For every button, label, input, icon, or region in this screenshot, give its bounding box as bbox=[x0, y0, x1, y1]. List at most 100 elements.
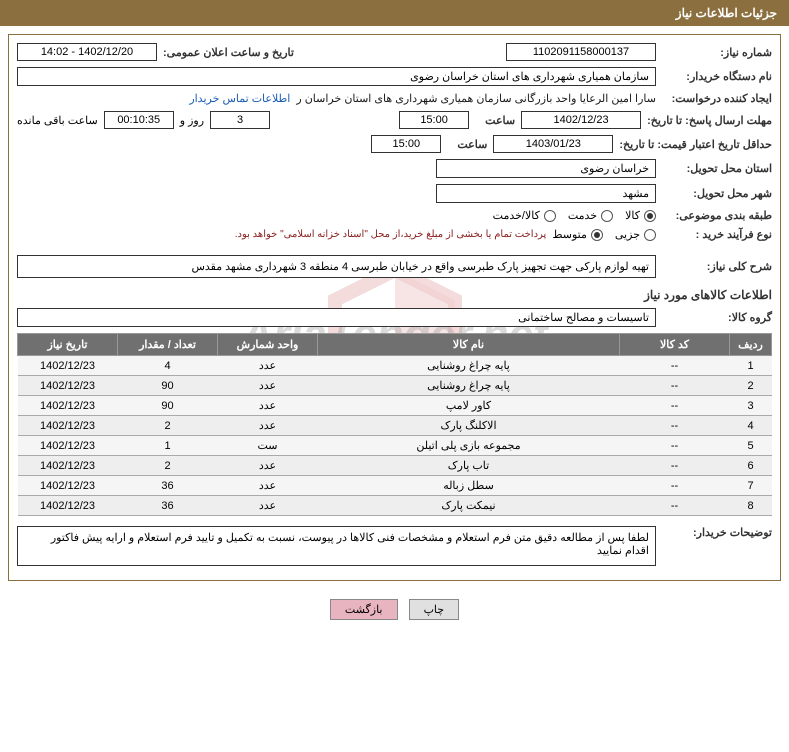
remaining-time: 00:10:35 bbox=[104, 111, 174, 129]
validity-date: 1403/01/23 bbox=[493, 135, 613, 153]
table-row: 5--مجموعه بازی پلی اتیلنست11402/12/23 bbox=[18, 436, 772, 456]
page-title: جزئیات اطلاعات نیاز bbox=[676, 6, 777, 20]
need-no-value: 1102091158000137 bbox=[506, 43, 656, 61]
table-row: 7--سطل زبالهعدد361402/12/23 bbox=[18, 476, 772, 496]
goods-info-title: اطلاعات کالاهای مورد نیاز bbox=[17, 288, 772, 302]
goods-group: تاسیسات و مصالح ساختمانی bbox=[17, 308, 656, 327]
cell-name: مجموعه بازی پلی اتیلن bbox=[318, 436, 620, 456]
table-row: 8--نیمکت پارکعدد361402/12/23 bbox=[18, 496, 772, 516]
cell-qty: 1 bbox=[118, 436, 218, 456]
radio-medium-circle bbox=[591, 229, 603, 241]
cell-unit: عدد bbox=[218, 416, 318, 436]
cell-date: 1402/12/23 bbox=[18, 416, 118, 436]
radio-minor-circle bbox=[644, 229, 656, 241]
validity-time: 15:00 bbox=[371, 135, 441, 153]
subject-class-label: طبقه بندی موضوعی: bbox=[662, 209, 772, 222]
requester-value: سارا امین الرعایا واحد بازرگانی سازمان ه… bbox=[296, 92, 656, 105]
cell-name: پایه چراغ روشنایی bbox=[318, 356, 620, 376]
announce-label: تاریخ و ساعت اعلان عمومی: bbox=[163, 46, 294, 59]
cell-date: 1402/12/23 bbox=[18, 436, 118, 456]
cell-qty: 4 bbox=[118, 356, 218, 376]
th-date: تاریخ نیاز bbox=[18, 334, 118, 356]
radio-goods-service-circle bbox=[544, 210, 556, 222]
cell-code: -- bbox=[620, 396, 730, 416]
requester-label: ایجاد کننده درخواست: bbox=[662, 92, 772, 105]
time-label-1: ساعت bbox=[475, 114, 515, 127]
cell-unit: عدد bbox=[218, 456, 318, 476]
cell-qty: 90 bbox=[118, 396, 218, 416]
validity-label: حداقل تاریخ اعتبار قیمت: تا تاریخ: bbox=[619, 138, 772, 151]
th-qty: تعداد / مقدار bbox=[118, 334, 218, 356]
cell-date: 1402/12/23 bbox=[18, 376, 118, 396]
radio-medium-label: متوسط bbox=[552, 228, 587, 241]
delivery-city: مشهد bbox=[436, 184, 656, 203]
contact-link[interactable]: اطلاعات تماس خریدار bbox=[189, 92, 290, 105]
radio-goods-circle bbox=[644, 210, 656, 222]
cell-row: 3 bbox=[730, 396, 772, 416]
cell-unit: ست bbox=[218, 436, 318, 456]
cell-row: 5 bbox=[730, 436, 772, 456]
cell-date: 1402/12/23 bbox=[18, 496, 118, 516]
th-code: کد کالا bbox=[620, 334, 730, 356]
delivery-province: خراسان رضوی bbox=[436, 159, 656, 178]
radio-goods[interactable]: کالا bbox=[625, 209, 656, 222]
buyer-notes: لطفا پس از مطالعه دقیق متن فرم استعلام و… bbox=[17, 526, 656, 566]
radio-service-circle bbox=[601, 210, 613, 222]
form-container: شماره نیاز: 1102091158000137 تاریخ و ساع… bbox=[8, 34, 781, 581]
cell-name: نیمکت پارک bbox=[318, 496, 620, 516]
deadline-time: 15:00 bbox=[399, 111, 469, 129]
table-row: 4--الاکلنگ پارکعدد21402/12/23 bbox=[18, 416, 772, 436]
delivery-province-label: استان محل تحویل: bbox=[662, 162, 772, 175]
back-button[interactable]: بازگشت bbox=[330, 599, 398, 620]
cell-date: 1402/12/23 bbox=[18, 476, 118, 496]
cell-code: -- bbox=[620, 476, 730, 496]
cell-qty: 90 bbox=[118, 376, 218, 396]
radio-goods-service-label: کالا/خدمت bbox=[493, 209, 540, 222]
cell-row: 7 bbox=[730, 476, 772, 496]
radio-goods-label: کالا bbox=[625, 209, 640, 222]
cell-qty: 36 bbox=[118, 496, 218, 516]
delivery-city-label: شهر محل تحویل: bbox=[662, 187, 772, 200]
purchase-type-label: نوع فرآیند خرید : bbox=[662, 228, 772, 241]
cell-row: 1 bbox=[730, 356, 772, 376]
need-no-label: شماره نیاز: bbox=[662, 46, 772, 59]
table-row: 6--تاب پارکعدد21402/12/23 bbox=[18, 456, 772, 476]
cell-name: پایه چراغ روشنایی bbox=[318, 376, 620, 396]
cell-row: 2 bbox=[730, 376, 772, 396]
cell-date: 1402/12/23 bbox=[18, 356, 118, 376]
buttons-row: چاپ بازگشت bbox=[0, 589, 789, 624]
cell-name: الاکلنگ پارک bbox=[318, 416, 620, 436]
table-row: 1--پایه چراغ روشناییعدد41402/12/23 bbox=[18, 356, 772, 376]
cell-name: سطل زباله bbox=[318, 476, 620, 496]
radio-service[interactable]: خدمت bbox=[568, 209, 613, 222]
print-button[interactable]: چاپ bbox=[409, 599, 460, 620]
general-desc-label: شرح کلی نیاز: bbox=[662, 260, 772, 273]
cell-name: تاب پارک bbox=[318, 456, 620, 476]
buyer-org-label: نام دستگاه خریدار: bbox=[662, 70, 772, 83]
days-and-label: روز و bbox=[180, 114, 204, 127]
cell-code: -- bbox=[620, 416, 730, 436]
items-table: ردیف کد کالا نام کالا واحد شمارش تعداد /… bbox=[17, 333, 772, 516]
goods-group-label: گروه کالا: bbox=[662, 311, 772, 324]
cell-unit: عدد bbox=[218, 376, 318, 396]
radio-minor-label: جزیی bbox=[615, 228, 640, 241]
th-unit: واحد شمارش bbox=[218, 334, 318, 356]
buyer-notes-label: توضیحات خریدار: bbox=[662, 526, 772, 539]
cell-date: 1402/12/23 bbox=[18, 396, 118, 416]
subject-radio-group: کالا خدمت کالا/خدمت bbox=[17, 209, 656, 222]
table-row: 3--کاور لامپعدد901402/12/23 bbox=[18, 396, 772, 416]
announce-value: 1402/12/20 - 14:02 bbox=[17, 43, 157, 61]
cell-row: 4 bbox=[730, 416, 772, 436]
page-title-bar: جزئیات اطلاعات نیاز bbox=[0, 0, 789, 26]
cell-code: -- bbox=[620, 456, 730, 476]
deadline-label: مهلت ارسال پاسخ: تا تاریخ: bbox=[647, 114, 772, 127]
radio-minor[interactable]: جزیی bbox=[615, 228, 656, 241]
cell-unit: عدد bbox=[218, 396, 318, 416]
th-name: نام کالا bbox=[318, 334, 620, 356]
purchase-note: پرداخت تمام یا بخشی از مبلغ خرید،از محل … bbox=[17, 229, 546, 240]
radio-medium[interactable]: متوسط bbox=[552, 228, 603, 241]
radio-goods-service[interactable]: کالا/خدمت bbox=[493, 209, 556, 222]
cell-row: 8 bbox=[730, 496, 772, 516]
remaining-label: ساعت باقی مانده bbox=[17, 114, 98, 127]
cell-code: -- bbox=[620, 356, 730, 376]
